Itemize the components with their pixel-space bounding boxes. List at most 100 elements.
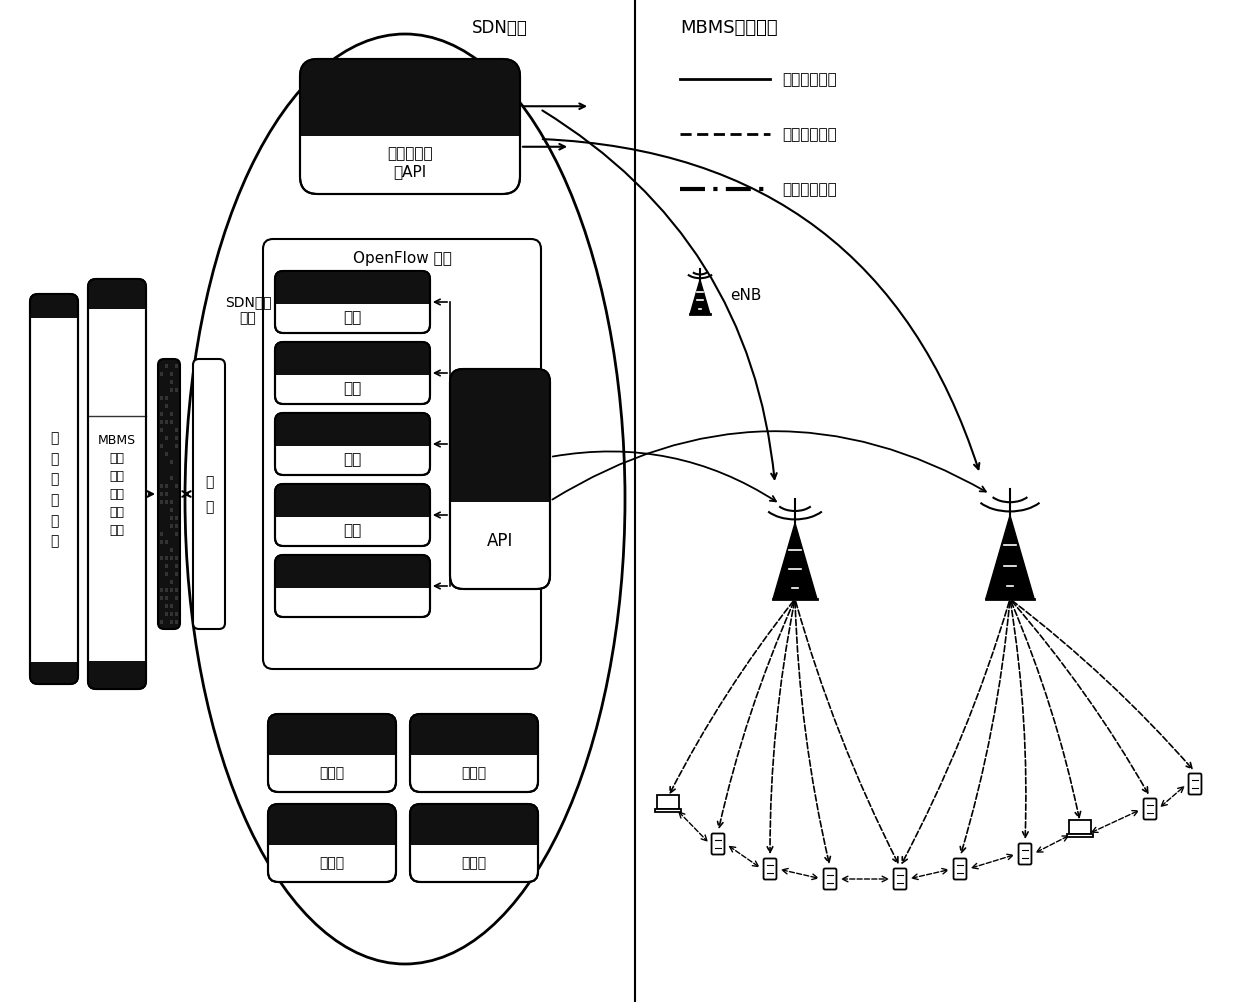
Bar bbox=[170, 548, 174, 552]
Bar bbox=[175, 604, 179, 608]
Bar bbox=[160, 381, 162, 385]
Bar bbox=[175, 493, 179, 497]
Bar bbox=[175, 612, 179, 616]
Bar bbox=[88, 294, 146, 310]
FancyBboxPatch shape bbox=[30, 295, 78, 684]
FancyBboxPatch shape bbox=[894, 869, 906, 890]
FancyBboxPatch shape bbox=[300, 60, 520, 194]
Bar bbox=[170, 508, 174, 512]
FancyBboxPatch shape bbox=[268, 714, 396, 752]
Bar bbox=[170, 501, 174, 504]
Bar bbox=[160, 493, 162, 497]
Bar bbox=[170, 469, 174, 473]
Bar bbox=[170, 413, 174, 417]
Bar bbox=[165, 501, 167, 504]
Bar bbox=[170, 532, 174, 536]
Bar bbox=[410, 733, 538, 756]
Bar bbox=[160, 437, 162, 441]
Bar bbox=[165, 397, 167, 401]
Text: 信息收集单
元API: 信息收集单 元API bbox=[387, 146, 433, 178]
Bar bbox=[175, 580, 179, 584]
Bar bbox=[160, 413, 162, 417]
Bar bbox=[160, 421, 162, 425]
FancyBboxPatch shape bbox=[30, 662, 78, 684]
Text: 无线数据信息: 无线数据信息 bbox=[782, 182, 837, 197]
FancyBboxPatch shape bbox=[275, 343, 430, 405]
Bar bbox=[300, 95, 520, 137]
FancyBboxPatch shape bbox=[268, 805, 396, 842]
Bar bbox=[175, 516, 179, 520]
Text: 监控: 监控 bbox=[343, 310, 362, 325]
Bar bbox=[160, 389, 162, 393]
Bar bbox=[170, 580, 174, 584]
FancyBboxPatch shape bbox=[275, 272, 430, 334]
FancyBboxPatch shape bbox=[30, 295, 78, 317]
FancyBboxPatch shape bbox=[410, 714, 538, 752]
Bar bbox=[165, 389, 167, 393]
FancyBboxPatch shape bbox=[410, 714, 538, 793]
Bar bbox=[165, 485, 167, 489]
Text: MBMS
网络
动态
优化
协调
模块: MBMS 网络 动态 优化 协调 模块 bbox=[98, 433, 136, 536]
FancyBboxPatch shape bbox=[268, 714, 396, 793]
Text: 无线控制信息: 无线控制信息 bbox=[782, 127, 837, 142]
Bar bbox=[275, 287, 430, 305]
Bar bbox=[165, 381, 167, 385]
Text: API: API bbox=[487, 531, 513, 549]
Bar bbox=[165, 373, 167, 377]
Bar bbox=[160, 365, 162, 369]
Polygon shape bbox=[986, 516, 1034, 599]
Bar bbox=[165, 437, 167, 441]
Bar bbox=[160, 588, 162, 592]
Bar bbox=[165, 524, 167, 528]
Bar bbox=[175, 620, 179, 624]
Bar bbox=[175, 564, 179, 568]
Text: 监控: 监控 bbox=[343, 381, 362, 396]
Bar bbox=[165, 532, 167, 536]
Bar bbox=[410, 823, 538, 846]
Bar bbox=[170, 397, 174, 401]
Bar bbox=[160, 596, 162, 600]
Bar bbox=[88, 661, 146, 677]
Bar bbox=[275, 358, 430, 376]
Bar bbox=[175, 596, 179, 600]
Bar bbox=[165, 588, 167, 592]
Bar bbox=[165, 421, 167, 425]
Bar bbox=[165, 508, 167, 512]
FancyBboxPatch shape bbox=[1189, 774, 1202, 795]
Bar bbox=[165, 405, 167, 409]
Bar bbox=[175, 501, 179, 504]
FancyBboxPatch shape bbox=[275, 555, 430, 585]
Bar bbox=[175, 373, 179, 377]
Bar bbox=[175, 413, 179, 417]
Bar bbox=[175, 485, 179, 489]
Bar bbox=[165, 461, 167, 465]
Bar bbox=[1069, 820, 1091, 835]
Bar bbox=[160, 508, 162, 512]
Bar bbox=[170, 493, 174, 497]
Bar bbox=[30, 306, 78, 319]
Text: 源管理: 源管理 bbox=[461, 765, 486, 779]
Text: 配置: 配置 bbox=[343, 452, 362, 467]
Text: 系映射: 系映射 bbox=[461, 855, 486, 869]
Bar bbox=[170, 365, 174, 369]
FancyBboxPatch shape bbox=[300, 60, 520, 130]
Bar bbox=[275, 429, 430, 446]
Text: OpenFlow 插件: OpenFlow 插件 bbox=[352, 250, 451, 266]
Bar bbox=[165, 596, 167, 600]
Bar bbox=[175, 389, 179, 393]
FancyBboxPatch shape bbox=[954, 859, 966, 880]
Text: SDN技术: SDN技术 bbox=[472, 19, 528, 37]
Text: eNB: eNB bbox=[730, 288, 761, 303]
Bar bbox=[175, 477, 179, 481]
Text: 有线控制信息: 有线控制信息 bbox=[782, 72, 837, 87]
FancyBboxPatch shape bbox=[450, 370, 551, 491]
Polygon shape bbox=[691, 281, 711, 315]
Bar bbox=[160, 429, 162, 433]
FancyBboxPatch shape bbox=[157, 360, 180, 629]
Bar bbox=[175, 532, 179, 536]
Bar bbox=[160, 620, 162, 624]
FancyBboxPatch shape bbox=[275, 414, 430, 476]
Bar bbox=[165, 365, 167, 369]
FancyBboxPatch shape bbox=[712, 834, 724, 855]
Text: SDN控制
中心: SDN控制 中心 bbox=[224, 295, 272, 325]
